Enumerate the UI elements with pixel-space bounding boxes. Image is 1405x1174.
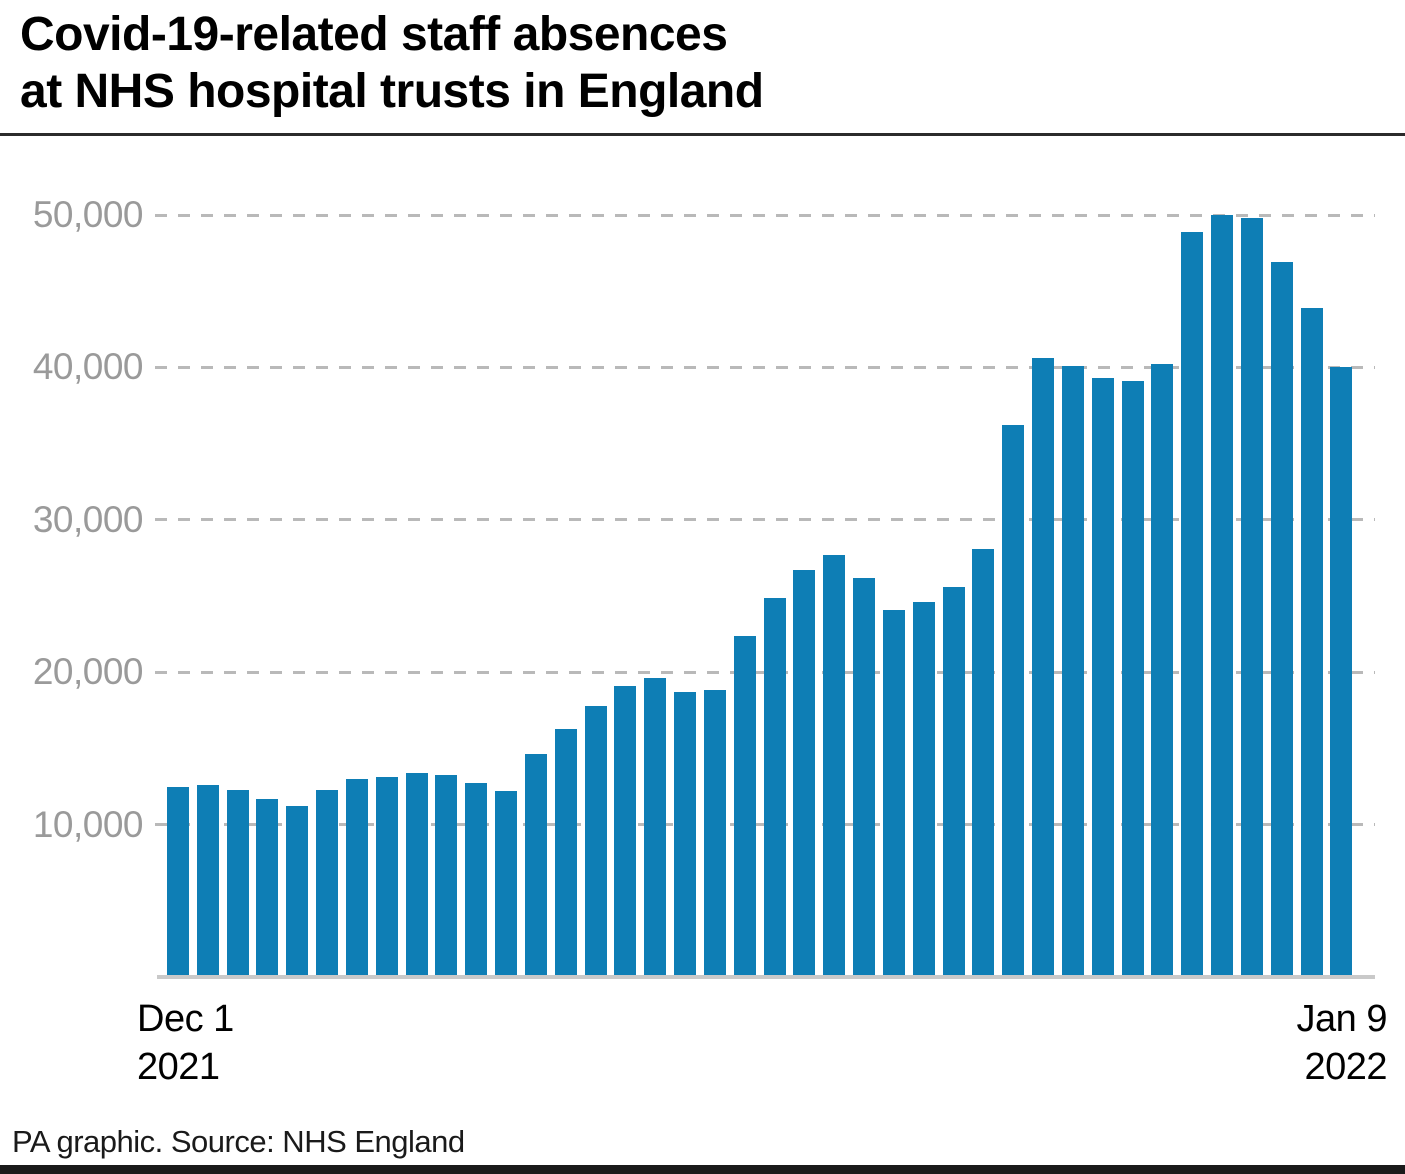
bar-dec-29: [1002, 425, 1025, 977]
bar-jan-6: [1240, 218, 1263, 977]
x-axis-line: [157, 975, 1375, 979]
x-axis-end-year: 2022: [1304, 1046, 1387, 1088]
bar-jan-2: [1121, 381, 1144, 977]
gridline-30,000: [155, 518, 1375, 522]
bar-jan-8: [1300, 307, 1323, 977]
bar-dec-25: [882, 609, 905, 977]
bar-jan-3: [1151, 364, 1174, 977]
title-divider-line: [0, 133, 1405, 136]
bar-dec-13: [524, 754, 547, 977]
bar-jan-7: [1270, 262, 1293, 977]
chart-title: Covid-19-related staff absences at NHS h…: [20, 6, 764, 120]
bar-dec-30: [1032, 358, 1055, 977]
y-axis-tick-label: 10,000: [32, 803, 144, 845]
bar-dec-2: [196, 784, 219, 977]
x-axis-start-year: 2021: [137, 1046, 220, 1088]
bar-dec-1: [167, 786, 189, 977]
bar-dec-23: [823, 554, 846, 977]
x-axis-start-date: Dec 1: [137, 998, 234, 1040]
bar-dec-10: [435, 775, 458, 977]
bottom-border-bar: [0, 1165, 1405, 1174]
bar-dec-5: [286, 806, 309, 977]
gridline-50,000: [155, 213, 1375, 217]
y-axis-tick-label: 30,000: [32, 498, 144, 540]
bar-dec-26: [912, 602, 935, 977]
bar-dec-9: [405, 772, 428, 977]
bar-dec-15: [584, 705, 607, 977]
y-axis-tick-label: 40,000: [32, 346, 144, 388]
bar-dec-24: [853, 577, 876, 977]
gridline-40,000: [155, 365, 1375, 369]
bar-dec-17: [644, 678, 667, 977]
bar-dec-21: [763, 597, 786, 977]
bar-dec-7: [345, 778, 368, 977]
x-axis-start-label: Dec 1 2021: [137, 995, 234, 1091]
bar-dec-20: [733, 635, 756, 977]
bar-dec-31: [1061, 365, 1084, 977]
bar-dec-19: [703, 690, 726, 977]
bar-dec-11: [465, 783, 488, 977]
bar-dec-8: [375, 777, 398, 977]
chart-title-line2: at NHS hospital trusts in England: [20, 65, 764, 118]
bar-dec-4: [256, 798, 279, 977]
y-axis-tick-label: 20,000: [32, 651, 144, 693]
x-axis-end-label: Jan 9 2022: [1296, 995, 1388, 1091]
bar-dec-3: [226, 789, 249, 977]
bar-jan-4: [1181, 231, 1204, 977]
bar-dec-6: [316, 789, 339, 977]
bar-jan-5: [1211, 215, 1234, 977]
bar-dec-27: [942, 586, 965, 977]
bar-dec-18: [674, 692, 697, 977]
bar-dec-14: [554, 728, 577, 977]
bar-dec-22: [793, 570, 816, 977]
source-attribution: PA graphic. Source: NHS England: [12, 1124, 465, 1159]
bar-dec-12: [495, 791, 518, 977]
bar-jan-1: [1091, 378, 1114, 977]
x-axis-end-date: Jan 9: [1296, 998, 1388, 1040]
bar-dec-28: [972, 548, 995, 977]
bar-dec-16: [614, 685, 637, 977]
bar-jan-9: [1330, 367, 1353, 977]
chart-title-line1: Covid-19-related staff absences: [20, 8, 728, 61]
y-axis-tick-label: 50,000: [32, 194, 144, 235]
